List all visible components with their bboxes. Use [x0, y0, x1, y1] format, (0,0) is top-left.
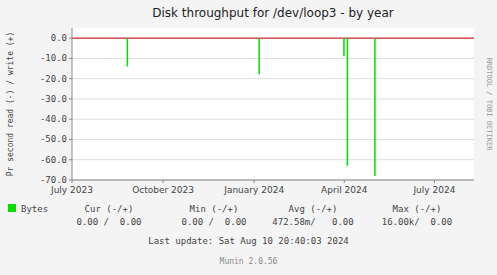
- x-tick-label: April 2024: [321, 185, 368, 195]
- last-update: Last update: Sat Aug 10 20:40:03 2024: [148, 236, 348, 246]
- footer-value: 0.00 / 0.00: [181, 217, 246, 227]
- background: [0, 0, 497, 275]
- footer-value: 472.58m/ 0.00: [272, 217, 353, 227]
- grid-line: [72, 119, 474, 120]
- y-tick-label: -60.0: [40, 155, 67, 165]
- y-tick-label: -30.0: [40, 94, 67, 104]
- spike: [127, 38, 129, 66]
- x-tick-label: January 2024: [223, 185, 284, 195]
- grid-line: [72, 58, 474, 59]
- y-tick-label: -50.0: [40, 134, 67, 144]
- footer-header: Max (-/+): [393, 204, 442, 214]
- chart: Disk throughput for /dev/loop3 - by year…: [0, 0, 497, 275]
- y-axis-label: Pr second read (-) / write (+): [6, 32, 15, 177]
- footer-header: Avg (-/+): [289, 204, 338, 214]
- watermark: RRDTOOL / TOBI OETIKER: [485, 58, 493, 152]
- grid-line: [72, 78, 474, 79]
- y-tick-label: -10.0: [40, 53, 67, 63]
- y-axis: [72, 28, 73, 180]
- grid-line: [72, 180, 474, 181]
- y-tick-label: -40.0: [40, 114, 67, 124]
- footer-value: 16.00k/ 0.00: [382, 217, 452, 227]
- zero-line: [72, 38, 474, 39]
- x-axis: [72, 180, 474, 181]
- x-tick-label: October 2023: [132, 185, 194, 195]
- y-tick-label: -70.0: [40, 175, 67, 185]
- spike: [347, 38, 349, 166]
- spike: [258, 38, 260, 74]
- title: Disk throughput for /dev/loop3 - by year: [152, 6, 394, 20]
- marks: [72, 38, 474, 176]
- footer-header: Min (-/+): [190, 204, 239, 214]
- legend-entry: Bytes: [21, 204, 48, 214]
- plot-area: [72, 28, 474, 180]
- x-tick-label: July 2024: [412, 185, 455, 195]
- spike: [343, 38, 345, 56]
- grid-line: [72, 139, 474, 140]
- legend-swatch: [8, 204, 16, 212]
- y-tick-label: -20.0: [40, 74, 67, 84]
- grid-line: [72, 38, 474, 39]
- spike: [374, 38, 376, 176]
- footer-value: 0.00 / 0.00: [76, 217, 141, 227]
- footer-header: Cur (-/+): [85, 204, 134, 214]
- x-tick-label: July 2023: [50, 185, 93, 195]
- y-tick-label: 0.0: [51, 33, 67, 43]
- version: Munin 2.0.56: [220, 257, 278, 266]
- grid-line: [72, 98, 474, 99]
- grid-line: [72, 159, 474, 160]
